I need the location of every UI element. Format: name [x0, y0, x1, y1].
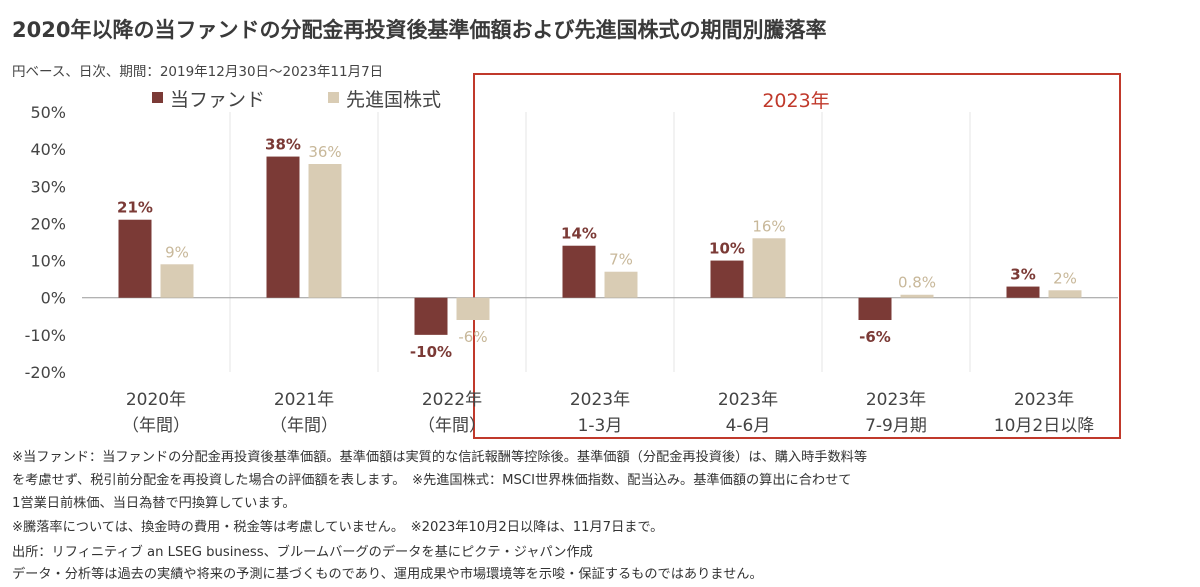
data-label-index: 2%: [1053, 269, 1077, 287]
x-category-label-line1: 2022年: [422, 390, 482, 410]
data-label-fund: 3%: [1010, 266, 1035, 284]
bar-index: [160, 264, 194, 298]
x-category-label-line2: 10月2日以降: [994, 416, 1094, 436]
legend-label-fund: 当ファンド: [170, 89, 265, 111]
bar-fund: [266, 156, 300, 298]
legend-swatch-index: [328, 92, 339, 103]
bar-index: [1048, 290, 1082, 298]
data-label-index: 9%: [165, 243, 189, 261]
x-category-label-line2: （年間）: [122, 416, 190, 436]
data-label-index: 16%: [752, 217, 785, 235]
bar-index: [900, 294, 934, 298]
highlight-label: 2023年: [762, 90, 829, 112]
bar-index: [752, 238, 786, 298]
x-category-label-line1: 2020年: [126, 390, 186, 410]
x-category-label-line2: （年間）: [270, 416, 338, 436]
x-category-label-line1: 2023年: [570, 390, 630, 410]
legend-label-index: 先進国株式: [346, 89, 441, 111]
bar-index: [604, 271, 638, 298]
x-category-label-line2: 4-6月: [726, 416, 771, 436]
x-category-label-line2: 7-9月期: [865, 416, 927, 436]
y-tick-label: 20%: [30, 214, 66, 233]
data-label-fund: 38%: [265, 136, 301, 154]
data-label-index: 7%: [609, 251, 633, 269]
bar-chart: 2023年 50% 40% 30% 20% 10% 0% -10% -20% 当ファンド 先進国株式…: [25, 73, 1121, 439]
data-label-fund: 10%: [709, 240, 745, 258]
y-tick-label: 50%: [30, 103, 66, 122]
data-label-index: 0.8%: [898, 274, 936, 292]
bar-index: [456, 297, 490, 320]
bar-fund: [118, 219, 152, 298]
note-line-6: データ・分析等は過去の実績や将来の予測に基づくものであり、運用成果や市場環境等を…: [12, 567, 763, 582]
bar-index: [308, 164, 342, 298]
x-category-label-line2: 1-3月: [578, 416, 623, 436]
highlight-box-2023: [473, 73, 1121, 439]
y-tick-label: 10%: [30, 252, 66, 271]
x-category-label-line2: （年間）: [418, 416, 486, 436]
note-line-4: ※騰落率については、換金時の費用・税金等は考慮していません。 ※2023年10月…: [12, 520, 664, 535]
note-line-2: を考慮せず、税引前分配金を再投資した場合の評価額を表します。 ※先進国株式：MS…: [12, 473, 852, 488]
x-category-label-line1: 2021年: [274, 390, 334, 410]
y-tick-label: 0%: [41, 289, 66, 308]
y-tick-label: -10%: [25, 326, 66, 345]
x-category-label-line1: 2023年: [718, 390, 778, 410]
chart-subtitle: 円ベース、日次、期間：2019年12月30日～2023年11月7日: [12, 64, 384, 80]
x-category-label-line1: 2023年: [1014, 390, 1074, 410]
bar-fund: [710, 260, 744, 298]
data-label-index: -6%: [458, 328, 487, 346]
note-line-3: 1営業日前株価、当日為替で円換算しています。: [12, 496, 296, 511]
bar-fund: [858, 297, 892, 320]
y-tick-label: 30%: [30, 177, 66, 196]
data-label-fund: -6%: [859, 328, 891, 346]
data-label-fund: -10%: [410, 343, 452, 361]
data-label-fund: 14%: [561, 225, 597, 243]
bar-fund: [562, 245, 596, 298]
bar-fund: [414, 297, 448, 335]
bar-fund: [1006, 286, 1040, 298]
note-line-5: 出所：リフィニティブ an LSEG business、ブルームバーグのデータを…: [12, 545, 593, 560]
data-label-index: 36%: [308, 143, 341, 161]
x-category-label-line1: 2023年: [866, 390, 926, 410]
y-tick-label: -20%: [25, 363, 66, 382]
data-label-fund: 21%: [117, 199, 153, 217]
note-line-1: ※当ファンド：当ファンドの分配金再投資後基準価額。基準価額は実質的な信託報酬等控…: [12, 450, 868, 465]
y-tick-label: 40%: [30, 140, 66, 159]
page-title: 2020年以降の当ファンドの分配金再投資後基準価額および先進国株式の期間別騰落率: [12, 18, 827, 42]
legend-swatch-fund: [152, 92, 163, 103]
